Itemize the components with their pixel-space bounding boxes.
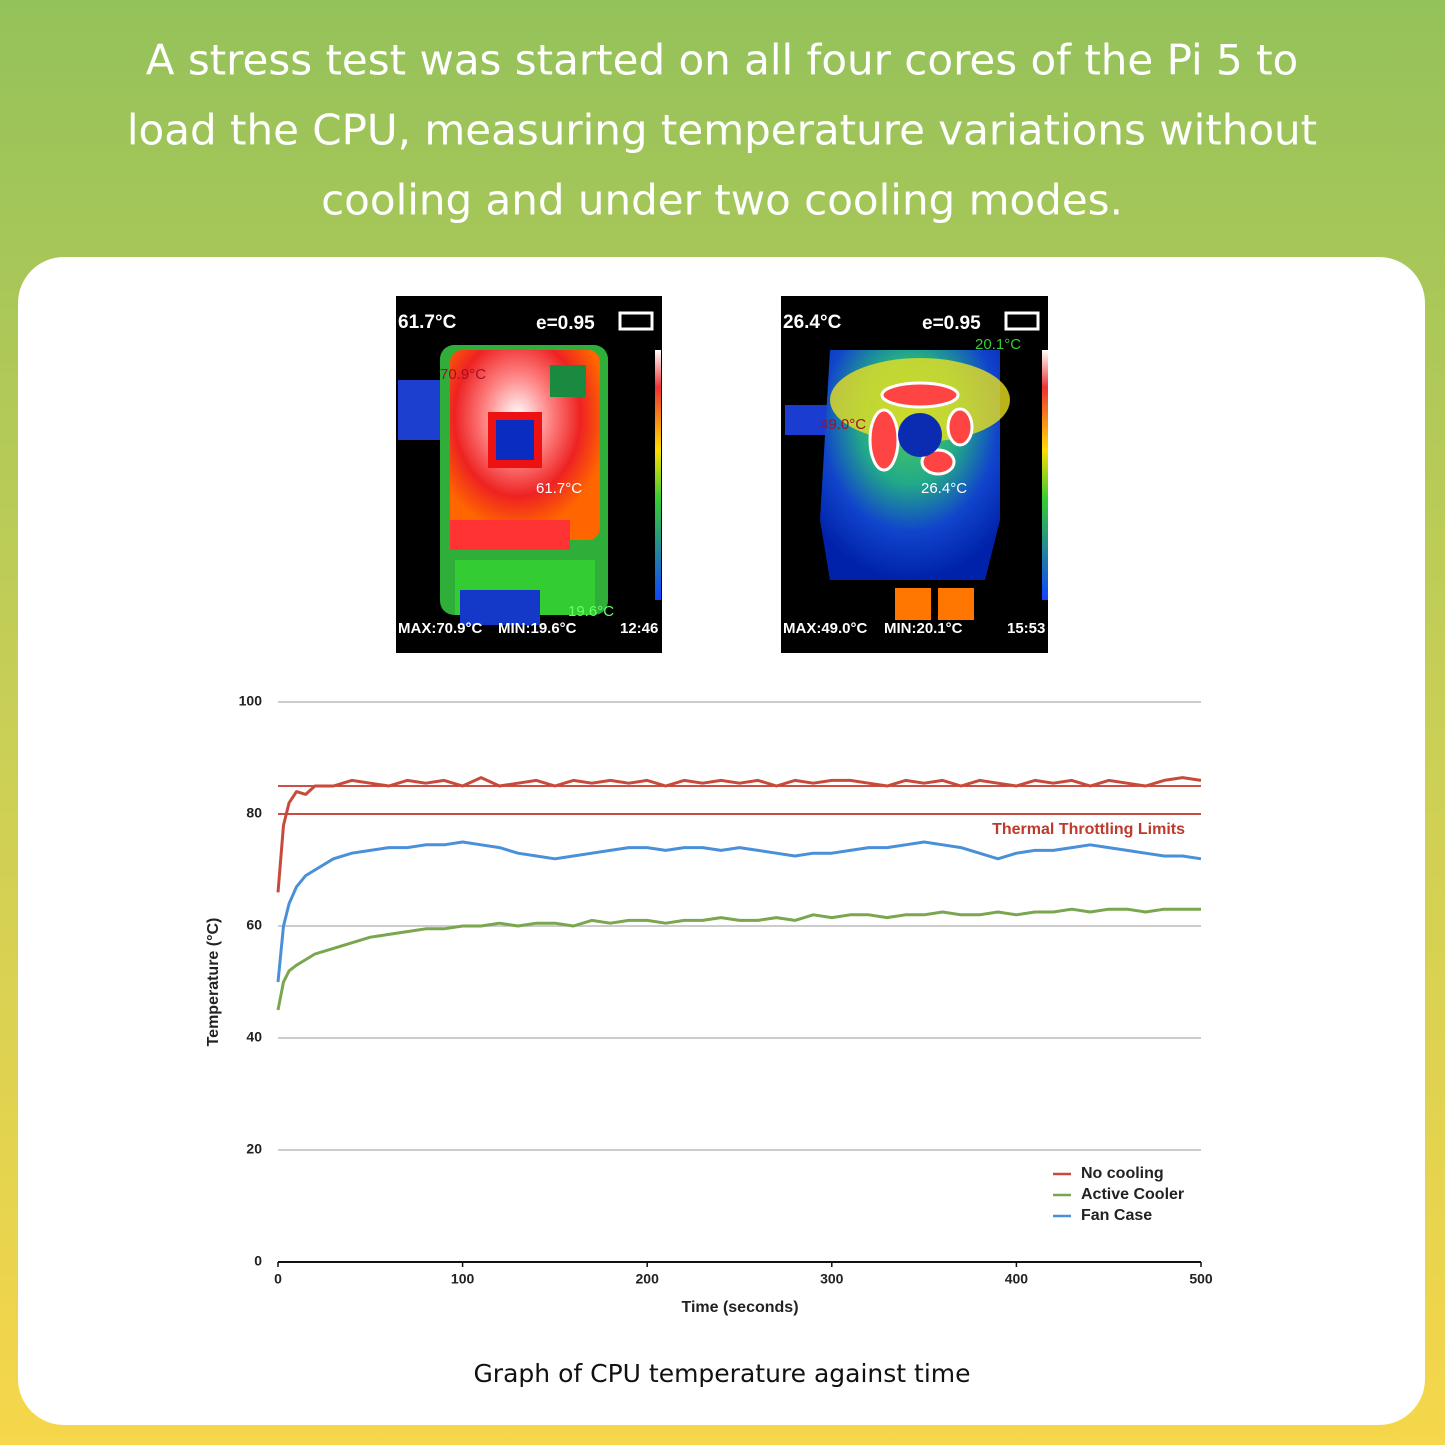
card [18,257,1425,1425]
x-tick-label: 0 [274,1271,282,1287]
thermal-min: MIN:19.6°C [498,620,577,637]
x-tick-label: 400 [1005,1271,1029,1287]
thermal-image: 61.7°C e=0.95 70.9°C 61.7°C 19.6°C MAX:7… [396,296,662,653]
thermal-cross: 61.7°C [536,480,582,497]
x-axis-label: Time (seconds) [681,1299,798,1316]
y-tick-label: 20 [246,1141,262,1157]
y-tick-label: 80 [246,805,262,821]
header-line: cooling and under two cooling modes. [321,176,1123,225]
x-tick-label: 300 [820,1271,844,1287]
thermal-center: 61.7°C [398,312,457,333]
thermal-hot-spot: 49.0°C [820,416,866,433]
legend-label: No cooling [1081,1165,1164,1182]
thermal-min: MIN:20.1°C [884,620,963,637]
y-tick-label: 0 [254,1253,262,1269]
thermal-time: 15:53 [1007,620,1045,637]
legend-label: Fan Case [1081,1207,1152,1224]
x-tick-label: 500 [1189,1271,1213,1287]
series-line [276,907,1201,1011]
thermal-image: 26.4°C e=0.95 20.1°C 49.0°C 26.4°C MAX:4… [781,296,1048,653]
thermal-max: MAX:49.0°C [783,620,868,637]
thermal-cold-spot: 19.6°C [568,603,614,620]
y-tick-label: 40 [246,1029,262,1045]
plot: 0 20 40 60 80 100 0 100 200 300 400 500 Thermal Thro… [239,693,1213,1287]
thermal-hot-spot: 70.9°C [440,366,486,383]
y-axis-label: Temperature (°C) [205,918,222,1047]
legend-label: Active Cooler [1081,1186,1184,1203]
thermal-center: 26.4°C [783,312,842,333]
thermal-time: 12:46 [620,620,658,637]
thermal-cold-spot: 20.1°C [975,336,1021,353]
series-line [276,840,1202,983]
reference-label: Thermal Throttling Limits [992,821,1185,838]
thermal-emissivity: e=0.95 [922,313,981,334]
x-tick-label: 200 [636,1271,660,1287]
chart-caption: Graph of CPU temperature against time [473,1359,970,1388]
y-tick-label: 100 [239,693,263,709]
thermal-cross: 26.4°C [921,480,967,497]
thermal-emissivity: e=0.95 [536,313,595,334]
series-line [276,776,1202,893]
y-tick-label: 60 [246,917,262,933]
thermal-max: MAX:70.9°C [398,620,483,637]
header-line: A stress test was started on all four co… [146,36,1299,85]
header-line: load the CPU, measuring temperature vari… [127,106,1317,155]
x-tick-label: 100 [451,1271,475,1287]
